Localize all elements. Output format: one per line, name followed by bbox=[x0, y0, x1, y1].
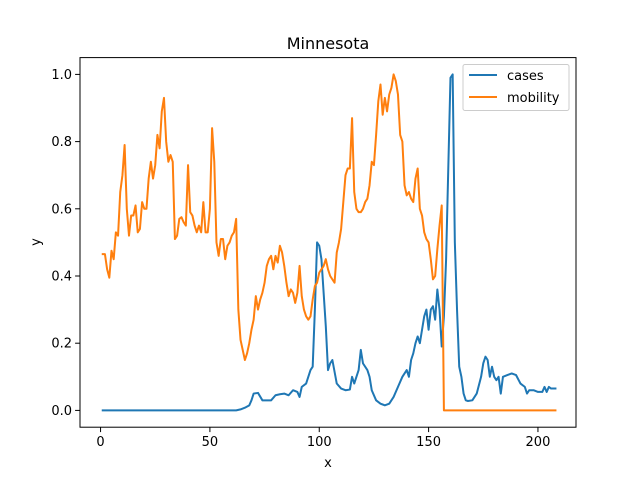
y-tick-label: 1.0 bbox=[51, 68, 72, 83]
axes-layer bbox=[79, 57, 577, 428]
legend: cases mobility bbox=[462, 64, 570, 111]
plot-frame bbox=[79, 57, 577, 428]
x-tick-label: 100 bbox=[307, 435, 332, 450]
series-line-mobility bbox=[101, 73, 557, 412]
y-axis-ticks: 0.0 0.2 0.4 0.6 0.8 1.0 bbox=[51, 68, 80, 419]
legend-label-cases: cases bbox=[507, 69, 544, 84]
series-line-cases bbox=[101, 73, 557, 412]
y-axis-label: y bbox=[29, 238, 44, 246]
x-tick-label: 150 bbox=[416, 435, 441, 450]
series-layer bbox=[101, 73, 557, 412]
y-tick-label: 0.8 bbox=[51, 135, 72, 150]
y-tick-label: 0.6 bbox=[51, 202, 72, 217]
y-tick-label: 0.0 bbox=[51, 404, 72, 419]
x-axis-label: x bbox=[324, 456, 332, 471]
y-tick-label: 0.2 bbox=[51, 337, 72, 352]
x-tick-label: 200 bbox=[526, 435, 551, 450]
legend-label-mobility: mobility bbox=[507, 91, 560, 106]
x-tick-label: 50 bbox=[202, 435, 219, 450]
chart-title: Minnesota bbox=[287, 34, 370, 53]
x-axis-ticks: 0 50 100 150 200 bbox=[96, 427, 550, 450]
x-tick-label: 0 bbox=[96, 435, 104, 450]
y-tick-label: 0.4 bbox=[51, 270, 72, 285]
